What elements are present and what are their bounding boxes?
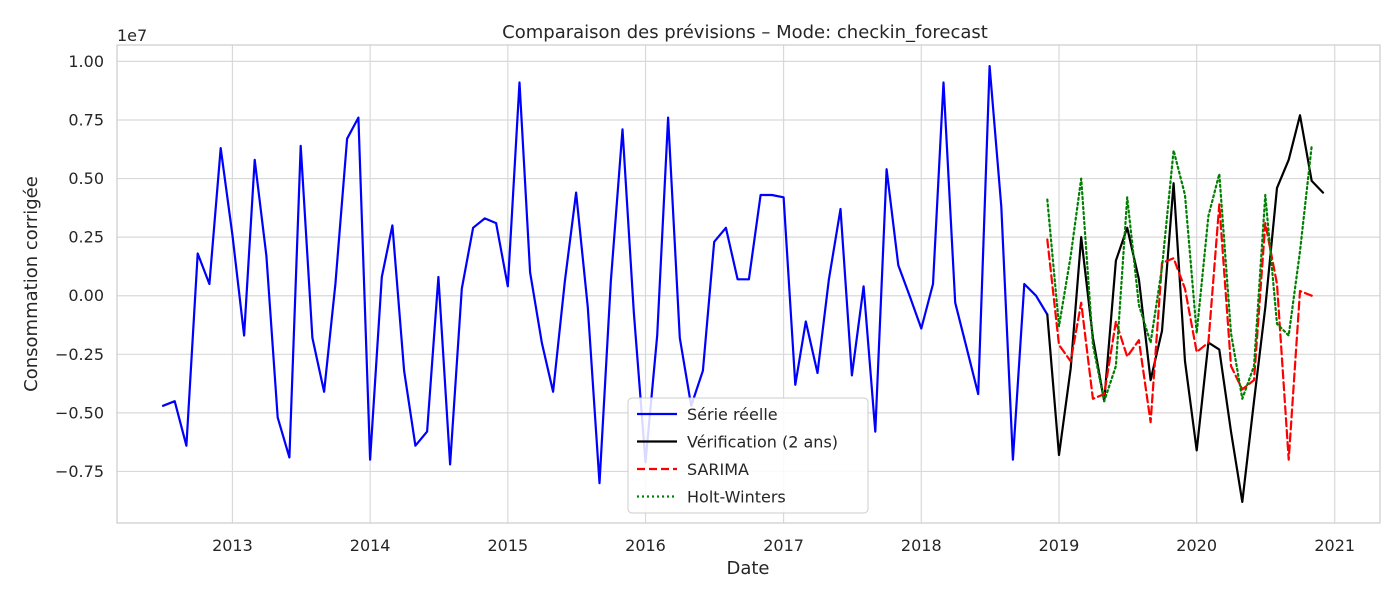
x-tick-label: 2014 <box>350 536 391 555</box>
legend-entry-label: Série réelle <box>687 405 778 424</box>
y-tick-label: −0.75 <box>55 462 104 481</box>
series-line-sarima <box>1046 203 1313 461</box>
series-line-holt-winters <box>1046 144 1313 403</box>
x-tick-label: 2016 <box>625 536 666 555</box>
x-axis-label: Date <box>726 558 769 579</box>
legend-entry-label: Vérification (2 ans) <box>687 433 838 452</box>
y-tick-label: 0.75 <box>68 110 104 129</box>
series-line-v-rification-2-ans <box>1046 114 1325 503</box>
plot-area-frame <box>116 44 1381 524</box>
y-tick-label: 0.00 <box>68 286 104 305</box>
y-tick-label: 0.50 <box>68 169 104 188</box>
y-tick-label: 0.25 <box>68 228 104 247</box>
legend-entry-label: Holt-Winters <box>687 488 786 507</box>
x-tick-label: 2013 <box>212 536 253 555</box>
series-lines <box>161 64 1325 503</box>
y-tick-label: −0.50 <box>55 403 104 422</box>
chart-title: Comparaison des prévisions – Mode: check… <box>502 22 988 43</box>
x-axis-ticks: 2013 2014 2015 2016 2017 2018 2019 2020 2021 <box>212 536 1355 555</box>
x-tick-label: 2017 <box>763 536 804 555</box>
x-tick-label: 2021 <box>1314 536 1355 555</box>
series-line-s-rie-r-elle <box>161 64 1049 485</box>
legend-box <box>627 397 869 514</box>
x-tick-label: 2020 <box>1176 536 1217 555</box>
x-tick-label: 2018 <box>901 536 942 555</box>
y-axis-label: Consommation corrigée <box>21 176 42 392</box>
y-tick-label: 1.00 <box>68 52 104 71</box>
legend: Série réelle Vérification (2 ans) SARIMA Ho… <box>627 397 869 514</box>
y-tick-label: −0.25 <box>55 345 104 364</box>
x-tick-label: 2019 <box>1039 536 1080 555</box>
x-tick-label: 2015 <box>487 536 528 555</box>
y-axis-offset-label: 1e7 <box>117 26 147 45</box>
y-axis-ticks: −0.75 −0.50 −0.25 0.00 0.25 0.50 0.75 1.00 <box>55 52 104 481</box>
legend-entry-label: SARIMA <box>687 460 749 479</box>
